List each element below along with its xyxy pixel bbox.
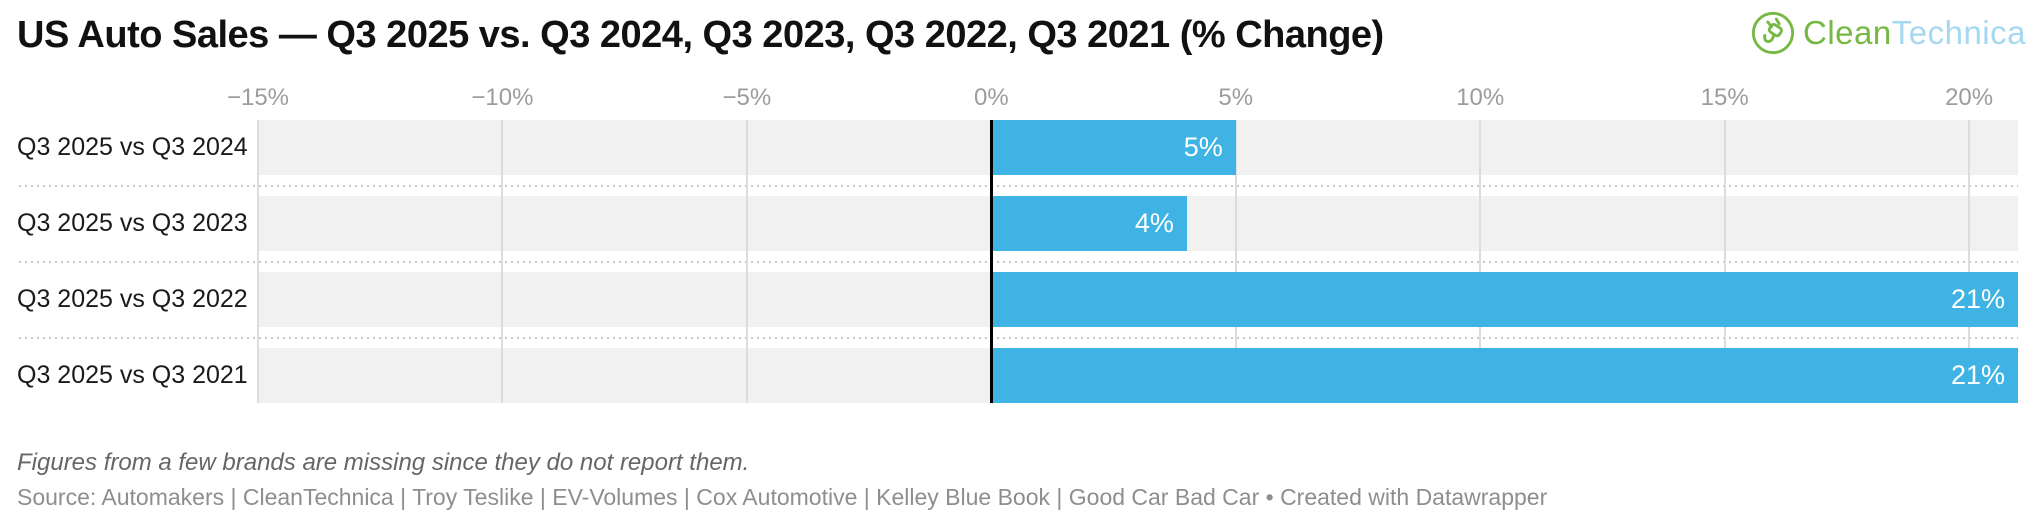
chart-title: US Auto Sales — Q3 2025 vs. Q3 2024, Q3 … [17,14,1384,56]
x-axis: −15% −10% −5% 0% 5% 10% 15% 20% [227,68,2018,120]
bar-value-label: 21% [1950,360,2005,390]
bar-value-label: 4% [1134,208,1174,238]
axis-tick-label: 15% [1700,84,1749,111]
bar-track: 4% [258,196,2018,251]
source-line: Source: Automakers | CleanTechnica | Tro… [17,484,1548,510]
bar-track: 5% [258,120,2018,175]
row-label: Q3 2025 vs Q3 2021 [17,361,248,389]
axis-tick-label: 5% [1218,84,1254,111]
bar-value-label: 21% [1950,284,2005,314]
footnote: Figures from a few brands are missing si… [17,449,750,476]
axis-tick-label: −15% [226,84,290,111]
cleantechnica-plug-leaf-icon [1751,11,1795,55]
axis-tick-label: −10% [471,84,534,111]
chart-row: Q3 2025 vs Q3 2023 4% [17,196,2018,251]
logo-text-technica: Technica [1891,14,2026,51]
axis-tick-label: −5% [722,84,772,111]
bar-track: 21% [258,272,2018,327]
axis-tick-label: 20% [1945,84,1994,111]
bar-value-label: 5% [1183,132,1223,162]
bar-track: 21% [258,348,2018,403]
bar[interactable]: 21% [991,272,2018,327]
bar[interactable]: 21% [991,348,2018,403]
chart-row: Q3 2025 vs Q3 2021 21% [17,348,2018,403]
plot-area: Q3 2025 vs Q3 2024 5% Q3 2025 vs Q3 2023 4%… [17,120,2018,403]
chart-row: Q3 2025 vs Q3 2024 5% [17,120,2018,175]
logo-text-clean: Clean [1803,14,1892,51]
bar[interactable]: 4% [991,196,1187,251]
axis-tick-label: 0% [973,84,1009,111]
row-label: Q3 2025 vs Q3 2023 [17,209,248,237]
row-label: Q3 2025 vs Q3 2024 [17,133,248,161]
row-label: Q3 2025 vs Q3 2022 [17,285,248,313]
axis-tick-label: 10% [1456,84,1505,111]
bar-rows: Q3 2025 vs Q3 2024 5% Q3 2025 vs Q3 2023 4%… [17,120,2018,403]
bar[interactable]: 5% [991,120,1236,175]
header: US Auto Sales — Q3 2025 vs. Q3 2024, Q3 … [17,10,2025,68]
chart-row: Q3 2025 vs Q3 2022 21% [17,272,2018,327]
cleantechnica-logo[interactable]: CleanTechnica [1750,10,2026,56]
logo-wordmark: CleanTechnica [1803,14,2026,52]
